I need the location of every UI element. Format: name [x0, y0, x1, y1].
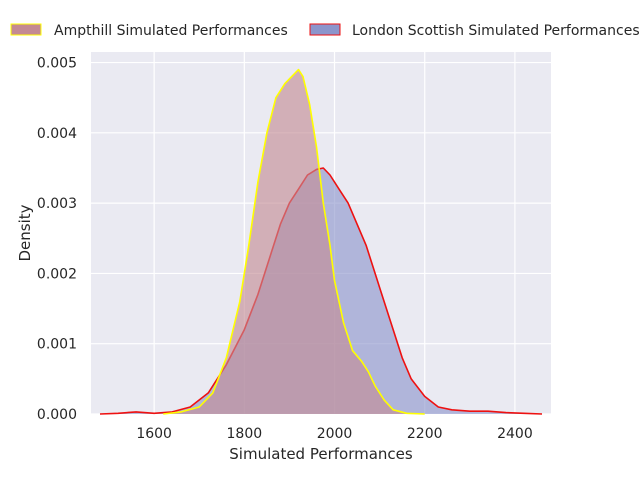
y-tick-label: 0.004: [37, 126, 77, 142]
series-layer: [99, 68, 543, 415]
x-tick-label: 2400: [497, 426, 533, 442]
x-axis-label: Simulated Performances: [229, 445, 413, 463]
y-tick-label: 0.002: [37, 266, 77, 282]
x-tick-label: 1600: [136, 426, 172, 442]
legend-item-london-scottish: London Scottish Simulated Performances: [309, 23, 640, 39]
legend-label-london-scottish: London Scottish Simulated Performances: [352, 23, 640, 39]
x-tick-label: 2200: [407, 426, 443, 442]
density-area-ampthill-simulated-performances: [163, 69, 425, 414]
y-axis-label: Density: [16, 204, 34, 261]
legend-swatch-ampthill: [10, 23, 42, 36]
density-line-ampthill-simulated-performances: [163, 68, 425, 415]
legend-swatch-london-scottish: [309, 23, 341, 36]
x-tick-labels: 1600 1800 2000 2200 2400: [136, 426, 532, 442]
y-tick-label: 0.005: [37, 56, 77, 72]
x-tick-label: 1800: [227, 426, 263, 442]
y-tick-labels: 0.000 0.001 0.002 0.003 0.004 0.005: [37, 56, 77, 423]
legend: Ampthill Simulated Performances London S…: [10, 23, 640, 39]
legend-label-ampthill: Ampthill Simulated Performances: [54, 23, 288, 39]
legend-item-ampthill: Ampthill Simulated Performances: [10, 23, 288, 39]
x-tick-label: 2000: [317, 426, 353, 442]
y-tick-label: 0.000: [37, 407, 77, 423]
density-line-london-scottish-simulated-performances: [99, 167, 543, 415]
y-tick-label: 0.003: [37, 196, 77, 212]
y-tick-label: 0.001: [37, 337, 77, 353]
